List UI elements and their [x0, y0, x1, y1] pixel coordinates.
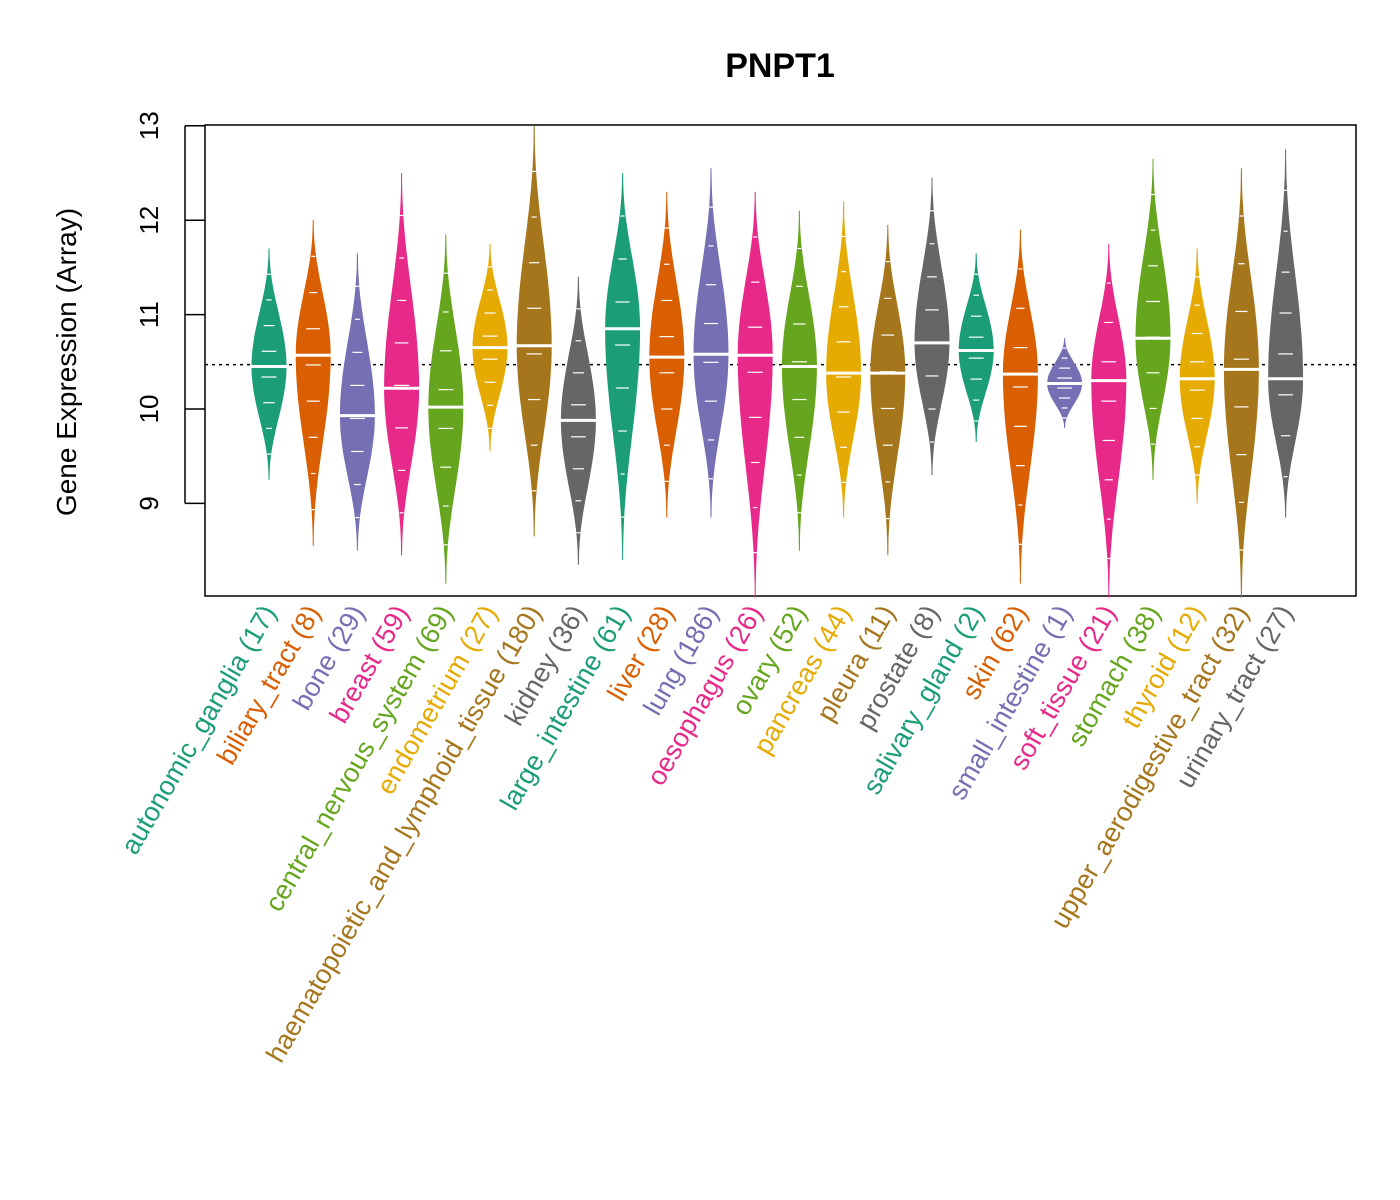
bean: [516, 125, 553, 537]
bean-density: [870, 224, 906, 556]
beans: [251, 125, 1304, 598]
bean-density: [1091, 243, 1127, 598]
bean-density: [914, 177, 950, 476]
bean-density: [295, 220, 331, 546]
chart-title: PNPT1: [725, 47, 835, 85]
bean: [1002, 229, 1039, 584]
bean-density: [781, 210, 817, 551]
bean-density: [1002, 229, 1038, 584]
y-tick-label: 9: [134, 496, 164, 510]
bean-density: [1179, 248, 1215, 504]
bean: [1090, 243, 1127, 598]
bean: [693, 168, 729, 518]
y-tick-label: 10: [134, 395, 164, 424]
bean: [1267, 149, 1304, 518]
bean: [1179, 248, 1216, 504]
bean-density: [251, 248, 287, 480]
plot-frame: [204, 124, 1357, 597]
bean-density: [428, 234, 464, 584]
bean-density: [737, 191, 773, 598]
bean: [781, 210, 818, 551]
bean: [295, 220, 332, 546]
bean-density: [693, 168, 729, 518]
bean: [472, 243, 508, 452]
bean: [383, 173, 420, 556]
y-tick-label: 11: [134, 301, 164, 328]
category-labels: autonomic_ganglia (17)biliary_tract (8)b…: [115, 600, 1299, 1067]
bean: [737, 191, 774, 598]
bean-density: [1268, 149, 1304, 518]
y-axis-label: Gene Expression (Array): [51, 208, 82, 516]
bean: [604, 172, 641, 560]
bean: [560, 276, 597, 565]
bean-density: [1223, 168, 1259, 598]
bean: [339, 253, 376, 551]
bean-density: [649, 191, 685, 518]
bean: [648, 191, 685, 518]
bean: [825, 201, 862, 518]
bean: [1046, 338, 1083, 428]
bean: [1135, 158, 1171, 480]
bean-density: [1135, 158, 1171, 480]
y-axis: 9 10 11 12 13: [134, 111, 205, 511]
bean-density: [384, 173, 420, 556]
y-tick-label: 12: [134, 206, 164, 235]
bean-density: [958, 253, 994, 443]
bean: [427, 234, 464, 584]
bean: [251, 248, 287, 480]
bean-density: [516, 125, 552, 537]
bean: [914, 177, 950, 476]
bean-density: [605, 172, 641, 560]
bean: [1223, 168, 1260, 598]
y-tick-label: 13: [134, 111, 164, 140]
bean-density: [826, 201, 862, 518]
bean: [869, 224, 906, 556]
bean-density: [339, 253, 375, 551]
bean: [958, 253, 995, 443]
